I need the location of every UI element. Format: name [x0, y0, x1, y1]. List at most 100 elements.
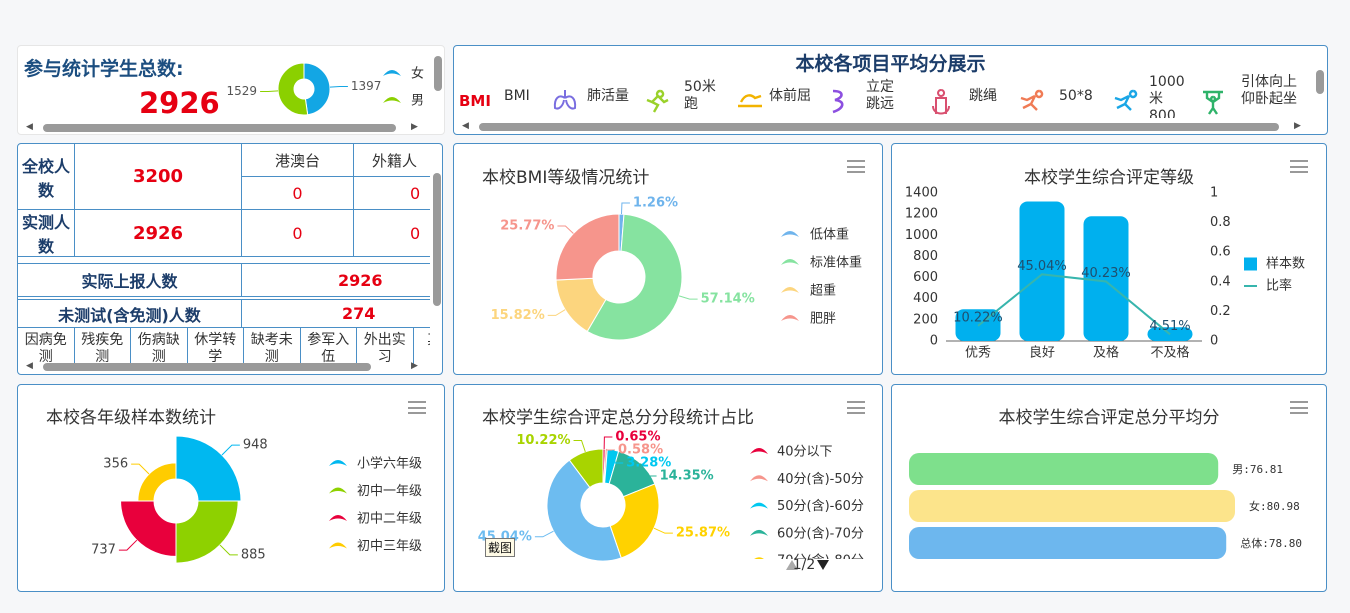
- leader-line: [612, 449, 624, 464]
- data-label: 885: [241, 547, 266, 562]
- leader-line: [620, 202, 630, 215]
- cell: 2926: [242, 263, 430, 297]
- grade-chart: 0 200 400 600 800 1000 1200 1400 0 0.2 0.4 0.6 0.8 1 优…: [905, 186, 1305, 361]
- chart-title: 本校学生综合评定总分平均分: [998, 408, 1220, 428]
- slice: [303, 62, 331, 116]
- y-tick-label: 1400: [905, 186, 938, 201]
- cell: 3200: [75, 144, 242, 210]
- leader-line: [573, 439, 586, 453]
- leader-line: [534, 530, 554, 538]
- legend-label: 小学六年级: [357, 456, 422, 472]
- legend-label: 50分(含)-60分: [777, 498, 864, 514]
- scroll-left[interactable]: ◀: [26, 122, 33, 132]
- scrollbar[interactable]: [433, 173, 441, 306]
- reason-header: 其他: [414, 328, 430, 364]
- project-item[interactable]: 立定跳远: [866, 79, 894, 112]
- chart-title: 本校各年级样本数统计: [46, 408, 216, 428]
- project-item[interactable]: BMI: [504, 87, 530, 104]
- x-tick-label: 及格: [1093, 345, 1119, 361]
- data-label: 15.82%: [491, 308, 545, 323]
- project-item[interactable]: 1000米800米: [1149, 74, 1185, 118]
- slice: [586, 213, 683, 341]
- scrollbar[interactable]: [1316, 70, 1324, 94]
- menu-button[interactable]: [1290, 401, 1308, 414]
- gender-chart: 1397 1529 女男: [227, 62, 424, 116]
- project-item[interactable]: 体前屈: [769, 87, 811, 104]
- legend-label: 男: [411, 94, 424, 109]
- slice: [546, 459, 622, 562]
- menu-button[interactable]: [847, 160, 865, 173]
- menu-button[interactable]: [1290, 160, 1308, 173]
- legend-label: 肥胖: [810, 312, 836, 327]
- table: 全校人数 3200 港澳台 外籍人 0 0 实测人数 2926 0 0 实际上报…: [18, 144, 430, 364]
- table-panel: 全校人数 3200 港澳台 外籍人 0 0 实测人数 2926 0 0 实际上报…: [17, 143, 443, 375]
- row-label: 未测试(含免测)人数: [18, 299, 242, 328]
- leader-line: [678, 295, 698, 300]
- row-label: 全校人数: [18, 144, 75, 210]
- data-label: 女:80.98: [1249, 499, 1300, 513]
- scroll-right[interactable]: ▶: [1294, 121, 1301, 131]
- legend-label: 初中一年级: [357, 484, 422, 499]
- project-item[interactable]: 引体向上仰卧起坐: [1241, 74, 1297, 107]
- segments-chart: 0.65%0.58%3.28%14.35%25.87%45.04%10.22%4…: [478, 430, 864, 573]
- icon: [1114, 89, 1138, 111]
- slice: [568, 448, 604, 489]
- scroll-left[interactable]: ◀: [462, 121, 469, 131]
- chart-title: 本校BMI等级情况统计: [482, 168, 650, 188]
- data-label: 737: [91, 543, 116, 558]
- data-label: 57.14%: [701, 292, 755, 307]
- project-item[interactable]: 50*8: [1059, 87, 1093, 104]
- scrollbar[interactable]: [434, 56, 442, 91]
- legend-icon: [750, 529, 768, 536]
- bmi-panel: 本校BMI等级情况统计 1.26% 57.14% 15.82% 25.77% 低体重 标准…: [453, 143, 883, 375]
- icon: [738, 94, 762, 108]
- pager-label: 1/2: [793, 557, 816, 573]
- legend-icon: [329, 515, 347, 521]
- slice: [175, 435, 242, 502]
- project-item[interactable]: 肺活量: [587, 87, 629, 104]
- leader-line: [329, 85, 348, 88]
- cell: 0: [354, 210, 430, 257]
- scrollbar[interactable]: [43, 124, 396, 132]
- slice: [609, 483, 660, 559]
- project-item[interactable]: 50米跑: [684, 79, 716, 112]
- data-label: 0.58%: [618, 443, 663, 458]
- project-item[interactable]: 跳绳: [969, 87, 997, 104]
- x-tick-label: 不及格: [1150, 345, 1189, 361]
- scrollbar[interactable]: [43, 363, 371, 371]
- y-tick-label: 800: [913, 249, 938, 264]
- pager-prev: [786, 560, 798, 570]
- bar: [909, 490, 1235, 522]
- y-tick-label: 400: [913, 291, 938, 306]
- data-label: 1529: [227, 84, 258, 98]
- data-label: 1.26%: [633, 196, 678, 211]
- slice: [175, 500, 239, 564]
- chart-title: 本校学生综合评定等级: [1024, 168, 1194, 188]
- chart-title: 本校学生综合评定总分分段统计占比: [482, 408, 754, 428]
- legend-icon: [781, 231, 799, 237]
- icon: [932, 89, 950, 115]
- scroll-right[interactable]: ▶: [411, 122, 418, 132]
- scroll-left[interactable]: ◀: [26, 361, 33, 371]
- projects-panel: 本校各项目平均分展示 BMI BMI 肺活量 50米跑 体前屈 立定跳远 跳绳 …: [453, 45, 1328, 135]
- bar: [1083, 216, 1129, 341]
- scrollbar[interactable]: [479, 123, 1279, 131]
- summary-title: 参与统计学生总数:: [24, 58, 184, 80]
- legend-label: 比率: [1266, 278, 1292, 294]
- line: [977, 273, 1171, 336]
- icon: [1020, 89, 1044, 111]
- leader-line: [260, 90, 279, 93]
- data-label: 45.04%: [1017, 259, 1067, 274]
- menu-button[interactable]: [847, 401, 865, 414]
- leader-line: [219, 544, 238, 556]
- reason-header: 伤病缺测: [131, 328, 188, 364]
- average-panel: 本校学生综合评定总分平均分 男:76.81 女:80.98 总体:78.80: [891, 384, 1327, 592]
- slice: [137, 462, 177, 502]
- y2-tick-label: 0.2: [1210, 304, 1231, 319]
- icon: [832, 89, 844, 114]
- data-label: 1397: [351, 79, 382, 93]
- menu-button[interactable]: [408, 401, 426, 414]
- scroll-right[interactable]: ▶: [411, 361, 418, 371]
- reason-header: 缺考未测: [244, 328, 301, 364]
